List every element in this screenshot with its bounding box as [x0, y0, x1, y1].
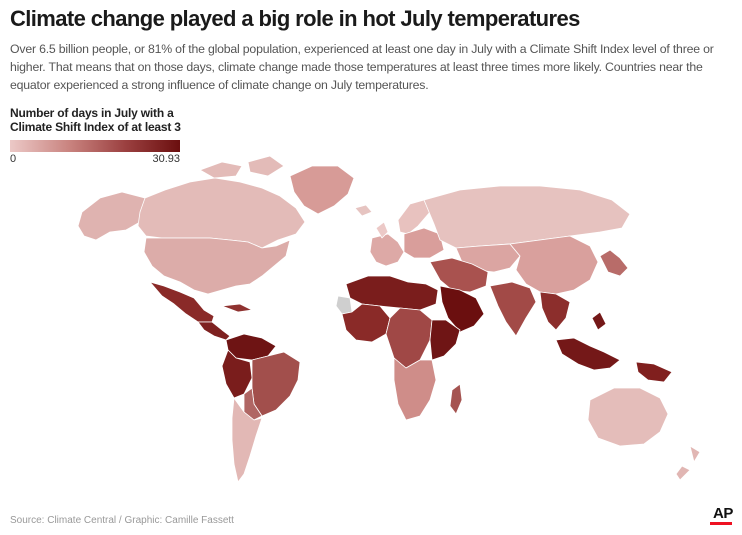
legend-max-label: 30.93 — [152, 153, 180, 165]
region-china — [509, 235, 599, 295]
region-no-data — [335, 295, 353, 315]
region-central-america — [197, 321, 231, 341]
region-madagascar — [449, 383, 463, 415]
region-arctic-islands — [199, 155, 285, 179]
region-canada — [137, 177, 306, 249]
region-scandinavia — [397, 199, 431, 235]
region-western-europe — [369, 233, 405, 267]
region-united-states — [143, 237, 291, 295]
region-alaska — [77, 191, 151, 241]
legend-scale: 0 30.93 — [10, 152, 180, 165]
ap-logo-underline — [710, 522, 732, 525]
legend-min-label: 0 — [10, 153, 17, 165]
region-central-africa — [385, 307, 433, 369]
region-mexico — [149, 281, 215, 323]
legend-title-line-1: Number of days in July with a — [10, 106, 174, 120]
region-eastern-europe — [403, 227, 445, 259]
region-caribbean — [221, 303, 253, 313]
ap-logo: AP — [700, 503, 734, 527]
region-turkey-iran — [429, 257, 489, 293]
region-russia — [423, 185, 631, 249]
region-new-zealand — [675, 445, 701, 481]
region-iceland — [354, 204, 373, 217]
region-southern-cone — [231, 397, 263, 483]
region-japan-korea — [599, 249, 629, 277]
region-india — [489, 281, 537, 337]
region-greenland — [289, 165, 355, 215]
region-united-kingdom — [375, 221, 389, 239]
map-subtitle: Over 6.5 billion people, or 81% of the g… — [10, 42, 714, 92]
color-legend: Number of days in July with a Climate Sh… — [10, 106, 210, 165]
map-title: Climate change played a big role in hot … — [10, 6, 580, 31]
region-brazil — [251, 351, 301, 417]
region-east-africa — [429, 319, 461, 361]
legend-gradient-bar — [10, 140, 180, 152]
legend-title: Number of days in July with a Climate Sh… — [10, 106, 210, 134]
region-southern-africa — [393, 357, 437, 421]
region-north-africa — [345, 275, 439, 311]
region-australia — [587, 387, 669, 447]
region-new-guinea — [635, 361, 673, 383]
source-credit: Source: Climate Central / Graphic: Camil… — [10, 515, 234, 526]
region-maritime-southeast-asia — [555, 311, 621, 371]
region-southeast-asia — [539, 291, 571, 331]
legend-title-line-2: Climate Shift Index of at least 3 — [10, 120, 181, 134]
ap-logo-text: AP — [713, 505, 733, 522]
region-arabian-peninsula — [439, 285, 485, 333]
